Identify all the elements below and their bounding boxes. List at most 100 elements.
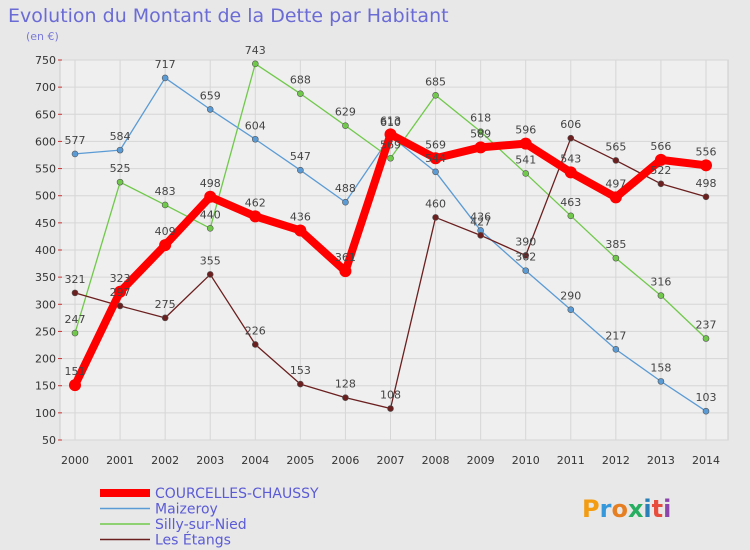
data-label-courcelles: 497 [605, 177, 626, 190]
x-tick-label: 2013 [647, 454, 675, 467]
data-point-maizeroy [612, 346, 620, 353]
data-point-courcelles [294, 224, 307, 237]
data-point-etangs [116, 302, 124, 310]
data-point-silly [702, 335, 710, 342]
data-label-courcelles: 569 [425, 138, 446, 151]
data-point-courcelles [654, 153, 667, 166]
x-tick-label: 2009 [467, 454, 495, 467]
y-tick-label: 250 [35, 325, 56, 338]
y-tick-label: 200 [35, 353, 56, 366]
proxiti-logo: Proxiti [582, 495, 671, 523]
data-point-courcelles [564, 166, 577, 179]
y-tick-label: 550 [35, 163, 56, 176]
data-point-maizeroy [71, 150, 79, 158]
data-label-etangs: 427 [470, 215, 491, 228]
data-point-maizeroy [251, 135, 259, 143]
data-label-silly: 618 [470, 112, 491, 125]
data-label-silly: 237 [696, 318, 717, 331]
data-point-courcelles [249, 210, 262, 223]
x-tick-label: 2011 [557, 454, 585, 467]
data-label-maizeroy: 604 [245, 119, 266, 132]
x-tick-label: 2004 [241, 454, 269, 467]
data-label-etangs: 522 [650, 164, 671, 177]
data-point-maizeroy [432, 168, 439, 176]
y-tick-label: 300 [35, 298, 56, 311]
data-label-courcelles: 613 [380, 114, 401, 127]
x-tick-label: 2010 [512, 454, 540, 467]
data-label-etangs: 321 [65, 273, 86, 286]
data-point-silly [342, 122, 349, 129]
data-point-etangs [342, 394, 349, 401]
x-tick-label: 2006 [331, 454, 359, 467]
legend-label-maizeroy: Maizeroy [155, 502, 218, 518]
y-tick-label: 650 [35, 108, 56, 121]
data-label-maizeroy: 544 [425, 152, 446, 165]
y-tick-label: 400 [35, 244, 56, 257]
data-label-etangs: 498 [696, 177, 717, 190]
y-tick-label: 50 [42, 434, 56, 447]
data-label-courcelles: 409 [155, 225, 176, 238]
chart-title: Evolution du Montant de la Dette par Hab… [8, 5, 449, 27]
data-label-etangs: 275 [155, 298, 176, 311]
data-point-etangs [522, 252, 530, 259]
data-label-etangs: 606 [560, 118, 581, 131]
data-point-courcelles [474, 141, 487, 154]
data-label-etangs: 355 [200, 254, 221, 267]
x-axis-ticks: 2000 2001 2002 2003 2004 2005 2006 2007 2008 2009… [61, 454, 720, 467]
data-point-silly [612, 254, 620, 262]
x-tick-label: 2001 [106, 454, 134, 467]
legend-label-etangs: Les Étangs [155, 532, 231, 549]
data-label-maizeroy: 436 [470, 210, 491, 223]
data-point-maizeroy [702, 407, 710, 415]
data-point-maizeroy [342, 198, 349, 206]
data-label-courcelles: 498 [200, 177, 221, 190]
logo-text: Proxiti [582, 495, 671, 523]
data-point-courcelles [339, 265, 352, 278]
data-point-silly [522, 170, 530, 177]
x-tick-label: 2005 [286, 454, 314, 467]
data-point-etangs [161, 314, 169, 322]
data-label-silly: 247 [65, 313, 86, 326]
legend-label-silly: Silly-sur-Nied [155, 517, 247, 533]
data-point-maizeroy [657, 378, 665, 385]
x-tick-label: 2000 [61, 454, 89, 467]
data-label-maizeroy: 577 [65, 134, 86, 147]
data-point-courcelles [429, 152, 442, 165]
data-label-etangs: 108 [380, 389, 401, 402]
data-point-silly [477, 128, 484, 135]
data-label-etangs: 565 [605, 140, 626, 153]
grid [60, 59, 728, 441]
data-point-etangs [612, 157, 620, 164]
y-tick-label: 350 [35, 271, 56, 284]
data-label-silly: 525 [110, 162, 131, 175]
y-tick-label: 600 [35, 135, 56, 148]
data-label-etangs: 390 [515, 235, 536, 248]
data-point-silly [251, 60, 259, 68]
data-point-silly [297, 90, 304, 97]
y-tick-label: 100 [35, 407, 56, 420]
data-label-courcelles: 462 [245, 196, 266, 209]
x-tick-label: 2014 [692, 454, 720, 467]
data-point-courcelles [69, 379, 81, 392]
data-label-courcelles: 589 [470, 127, 491, 140]
data-label-silly: 316 [650, 276, 671, 289]
data-point-courcelles [384, 128, 397, 141]
data-point-etangs [657, 180, 665, 188]
y-tick-label: 700 [35, 81, 56, 94]
y-tick-label: 750 [35, 54, 56, 67]
x-tick-label: 2007 [377, 454, 405, 467]
data-point-etangs [567, 134, 575, 142]
data-point-etangs [251, 341, 259, 348]
data-point-etangs [71, 289, 79, 297]
data-point-etangs [206, 271, 214, 278]
data-point-silly [71, 329, 79, 337]
data-point-maizeroy [522, 267, 530, 274]
y-tick-label: 500 [35, 190, 56, 203]
data-label-maizeroy: 717 [155, 58, 176, 71]
x-tick-label: 2008 [422, 454, 450, 467]
data-labels: 151 323 409 498 462 436 361 613 569 589 596 543 497 5… [65, 44, 717, 404]
data-point-silly [161, 201, 169, 209]
x-tick-label: 2012 [602, 454, 630, 467]
data-point-etangs [477, 232, 484, 239]
data-point-etangs [432, 214, 439, 221]
